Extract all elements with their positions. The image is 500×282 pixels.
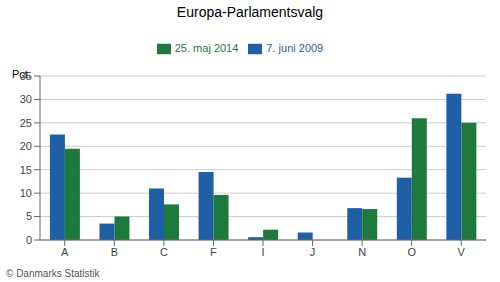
svg-text:5: 5 xyxy=(26,210,32,222)
svg-text:N: N xyxy=(358,246,366,258)
svg-text:20: 20 xyxy=(20,140,32,152)
svg-text:I: I xyxy=(261,246,264,258)
svg-text:J: J xyxy=(310,246,316,258)
svg-text:0: 0 xyxy=(26,234,32,246)
svg-text:15: 15 xyxy=(20,164,32,176)
svg-text:10: 10 xyxy=(20,187,32,199)
svg-text:F: F xyxy=(210,246,217,258)
svg-text:V: V xyxy=(458,246,466,258)
svg-text:30: 30 xyxy=(20,93,32,105)
svg-text:35: 35 xyxy=(20,70,32,82)
svg-text:B: B xyxy=(111,246,118,258)
svg-text:O: O xyxy=(407,246,416,258)
svg-text:25: 25 xyxy=(20,117,32,129)
svg-text:A: A xyxy=(61,246,69,258)
svg-text:C: C xyxy=(160,246,168,258)
